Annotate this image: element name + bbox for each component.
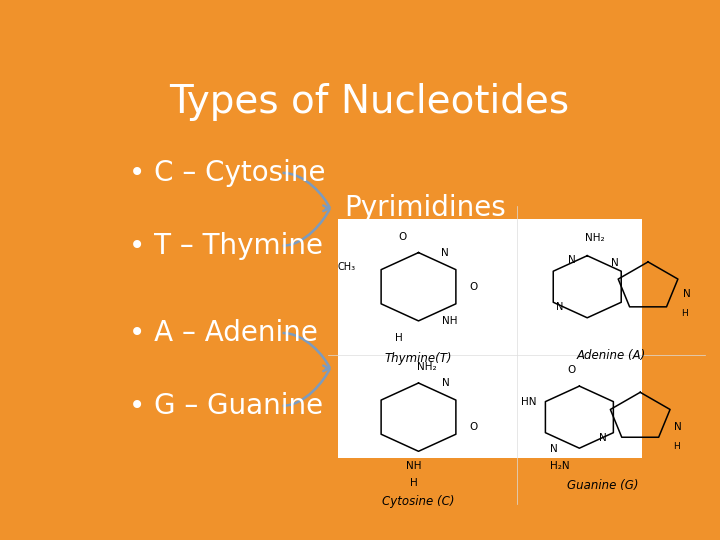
Text: Cytosine (C): Cytosine (C)	[382, 495, 455, 508]
Text: H: H	[681, 309, 688, 318]
Text: Types of Nucleotides: Types of Nucleotides	[169, 83, 569, 121]
Text: O: O	[469, 282, 478, 292]
Text: N: N	[557, 302, 564, 312]
Text: N: N	[442, 378, 450, 388]
Text: • C – Cytosine: • C – Cytosine	[129, 159, 325, 187]
Text: Adenine (A): Adenine (A)	[576, 349, 645, 362]
Text: Guanine (G): Guanine (G)	[567, 480, 639, 492]
Text: NH: NH	[442, 316, 458, 326]
Text: N: N	[674, 422, 681, 432]
Text: H₂N: H₂N	[550, 461, 570, 471]
Text: NH: NH	[406, 461, 422, 471]
Text: N: N	[441, 248, 449, 258]
Text: N: N	[550, 443, 558, 454]
Text: HN: HN	[521, 396, 536, 407]
Text: N: N	[599, 433, 607, 443]
Text: H: H	[674, 442, 680, 451]
Text: N: N	[683, 289, 691, 299]
Text: O: O	[567, 365, 576, 375]
Text: Thymine(T): Thymine(T)	[384, 352, 452, 365]
Text: • A – Adenine: • A – Adenine	[129, 319, 318, 347]
Text: • T – Thymine: • T – Thymine	[129, 232, 323, 260]
Text: N: N	[567, 255, 575, 265]
Text: Pyrimidines: Pyrimidines	[344, 194, 505, 222]
Text: H: H	[395, 333, 403, 343]
Text: CH₃: CH₃	[338, 261, 356, 272]
Text: Purines: Purines	[344, 354, 446, 382]
Text: H: H	[410, 478, 418, 488]
Text: N: N	[611, 258, 618, 268]
Text: • G – Guanine: • G – Guanine	[129, 392, 323, 420]
Bar	[338, 219, 642, 458]
Text: NH₂: NH₂	[585, 233, 605, 243]
Text: O: O	[399, 232, 407, 242]
Text: NH₂: NH₂	[417, 362, 436, 372]
Text: O: O	[469, 422, 478, 433]
